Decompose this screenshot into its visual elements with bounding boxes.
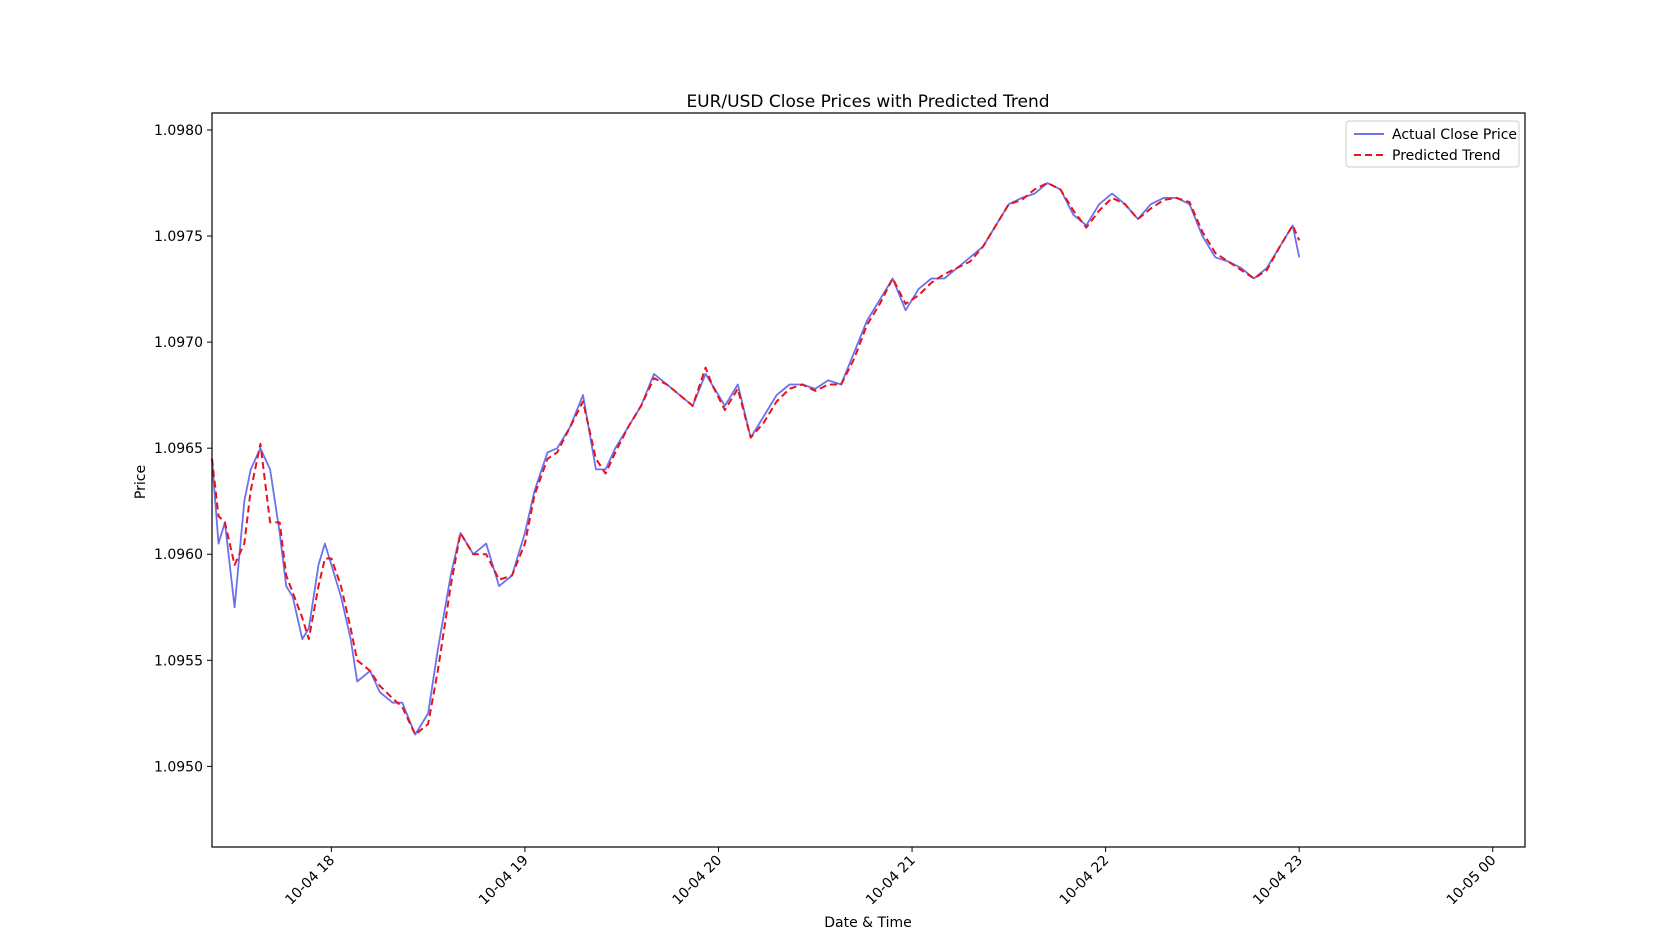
legend-box bbox=[1345, 120, 1520, 168]
actual-close-price-line bbox=[211, 182, 1301, 736]
legend: Actual Close Price Predicted Trend bbox=[1345, 120, 1520, 168]
series-layer bbox=[211, 182, 1301, 736]
predicted-trend-line bbox=[211, 182, 1301, 736]
legend-label-predicted: Predicted Trend bbox=[1392, 148, 1501, 164]
x-axis-title: Date & Time bbox=[824, 915, 912, 931]
plot-area-frame bbox=[211, 112, 1526, 848]
y-tick-label: 1.0960 bbox=[154, 547, 203, 563]
y-axis: 1.0950 1.0955 1.0960 1.0965 1.0970 1.0975 1.09… bbox=[154, 123, 212, 775]
y-tick-label: 1.0975 bbox=[154, 229, 203, 245]
y-axis-title: Price bbox=[133, 465, 149, 499]
y-tick-label: 1.0970 bbox=[154, 335, 203, 351]
y-tick-label: 1.0950 bbox=[154, 759, 203, 775]
legend-label-actual: Actual Close Price bbox=[1392, 127, 1517, 143]
y-tick-label: 1.0955 bbox=[154, 653, 203, 669]
y-tick-label: 1.0965 bbox=[154, 441, 203, 457]
chart-title: EUR/USD Close Prices with Predicted Tren… bbox=[686, 92, 1049, 112]
y-tick-label: 1.0980 bbox=[154, 123, 203, 139]
